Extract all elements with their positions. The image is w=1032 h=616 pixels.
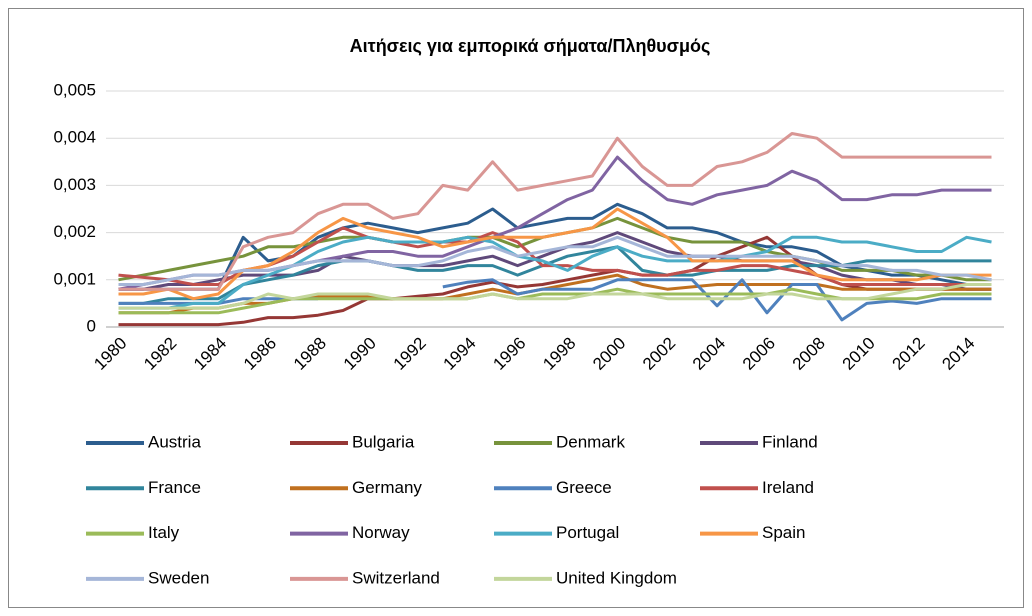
legend-label: Norway: [352, 523, 410, 542]
series-line: [118, 283, 992, 310]
y-tick-label: 0: [87, 316, 96, 335]
series-line: [118, 235, 992, 310]
y-tick-label: 0,002: [53, 222, 96, 241]
y-tick-label: 0,003: [53, 175, 96, 194]
legend-label: Austria: [148, 432, 201, 451]
legend-label: Bulgaria: [352, 432, 415, 451]
y-tick-label: 0,005: [53, 80, 96, 99]
legend-label: France: [148, 478, 201, 497]
legend-label: United Kingdom: [556, 568, 677, 587]
series-line: [442, 278, 992, 322]
legend-label: Switzerland: [352, 568, 440, 587]
legend-label: Portugal: [556, 523, 619, 542]
legend-label: Finland: [762, 432, 818, 451]
series-line: [118, 207, 992, 301]
y-tick-label: 0,001: [53, 269, 96, 288]
legend-label: Germany: [352, 478, 422, 497]
y-tick-label: 0,004: [53, 128, 96, 147]
chart-title: Αιτήσεις για εμπορικά σήματα/Πληθυσμός: [350, 36, 711, 56]
legend-label: Greece: [556, 478, 612, 497]
series-line: [118, 132, 992, 291]
legend-label: Sweden: [148, 568, 209, 587]
legend-label: Denmark: [556, 432, 625, 451]
legend-label: Spain: [762, 523, 805, 542]
series-line: [118, 235, 992, 286]
legend-label: Italy: [148, 523, 180, 542]
legend-label: Ireland: [762, 478, 814, 497]
